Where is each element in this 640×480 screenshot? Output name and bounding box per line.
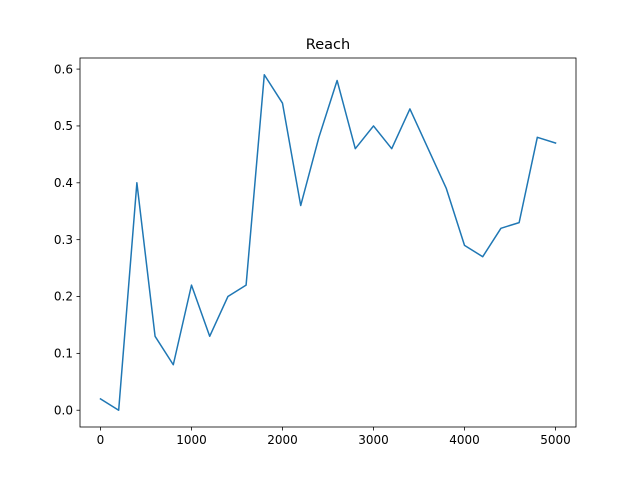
data-point xyxy=(100,398,102,400)
series-layer xyxy=(99,74,557,411)
data-point xyxy=(427,148,429,150)
data-point xyxy=(446,188,448,190)
data-point xyxy=(263,74,265,76)
data-point xyxy=(300,205,302,207)
data-point xyxy=(373,125,375,127)
x-tick-label: 4000 xyxy=(449,433,480,447)
data-point xyxy=(227,296,229,298)
chart-title: Reach xyxy=(306,37,350,53)
data-point xyxy=(355,148,357,150)
data-point xyxy=(191,284,193,286)
data-point xyxy=(118,409,120,411)
x-tick-label: 5000 xyxy=(540,433,571,447)
y-tick-label: 0.5 xyxy=(54,119,73,133)
x-tick-label: 2000 xyxy=(267,433,298,447)
plot-area-frame xyxy=(79,57,577,428)
data-point xyxy=(282,102,284,104)
x-tick-label: 1000 xyxy=(176,433,207,447)
data-point xyxy=(172,364,174,366)
data-point xyxy=(464,245,466,247)
data-point xyxy=(154,336,156,338)
data-point xyxy=(318,137,320,139)
data-point xyxy=(391,148,393,150)
y-tick-label: 0.6 xyxy=(54,62,73,76)
series-line-0 xyxy=(99,74,557,411)
data-point xyxy=(500,227,502,229)
y-tick-label: 0.1 xyxy=(54,347,73,361)
data-point xyxy=(209,336,211,338)
y-tick-label: 0.2 xyxy=(54,290,73,304)
data-point xyxy=(482,256,484,258)
data-point xyxy=(537,137,539,139)
y-tick-label: 0.0 xyxy=(54,403,73,417)
x-tick-label: 3000 xyxy=(358,433,389,447)
data-point xyxy=(555,142,557,144)
data-point xyxy=(518,222,520,224)
y-axis: 0.0 0.1 0.2 0.3 0.4 0.5 0.6 xyxy=(54,62,80,417)
data-point xyxy=(136,182,138,184)
data-point xyxy=(245,284,247,286)
data-point xyxy=(336,80,338,82)
x-tick-label: 0 xyxy=(97,433,105,447)
y-tick-label: 0.4 xyxy=(54,176,73,190)
data-point xyxy=(409,108,411,110)
x-axis: 0 1000 2000 3000 4000 5000 xyxy=(97,427,571,447)
y-tick-label: 0.3 xyxy=(54,233,73,247)
